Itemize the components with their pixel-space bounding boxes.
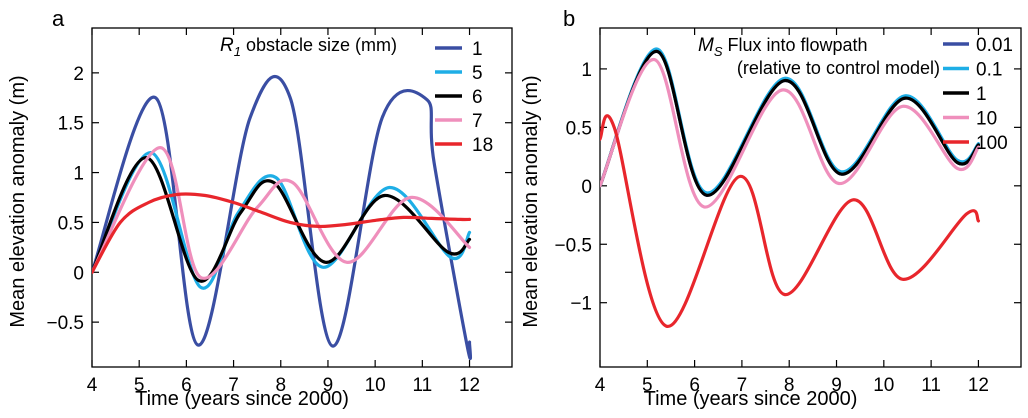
x-tick-label: 10 — [365, 375, 386, 396]
legend-entry-label: 18 — [472, 135, 493, 156]
x-tick-label: 6 — [689, 375, 700, 396]
legend-title-line2: (relative to control model) — [737, 58, 940, 78]
series-group — [92, 74, 473, 361]
y-tick-label: −1 — [570, 294, 592, 315]
y-axis-label: Mean elevation anomaly (m) — [520, 75, 542, 327]
x-tick-label: 8 — [784, 375, 795, 396]
y-tick-label: 1 — [73, 164, 84, 185]
x-tick-label: 4 — [87, 375, 98, 396]
y-tick-label: 1.5 — [58, 114, 84, 135]
x-tick-label: 4 — [595, 375, 606, 396]
legend-title: MS Flux into flowpath — [698, 35, 868, 59]
y-tick-label: 2 — [73, 64, 84, 85]
panel-b: b 4 5 6 7 8 9 10 11 12 −1 −0.5 0 0.5 1 Time (years sinc… — [520, 6, 1022, 410]
x-tick-label: 7 — [737, 375, 748, 396]
axes-frame — [91, 27, 513, 368]
panel-label: b — [563, 6, 575, 31]
legend-entry-label: 5 — [472, 63, 483, 84]
legend-entry-label: 6 — [472, 87, 483, 108]
y-tick-label: −0.5 — [554, 235, 592, 256]
y-tick-label: 0 — [581, 177, 592, 198]
y-tick-label: 0.5 — [58, 213, 84, 234]
legend-entry-label: 0.01 — [976, 35, 1013, 56]
x-axis-label: Time (years since 2000) — [644, 388, 858, 410]
series-line-100 — [600, 114, 980, 328]
series-line-7 — [92, 145, 472, 280]
x-tick-label: 5 — [642, 375, 653, 396]
x-axis-label: Time (years since 2000) — [135, 388, 349, 410]
panel-a: a 4 5 6 7 8 9 10 11 12 −0.5 0 0.5 1 1.5 2 Time (years si… — [7, 6, 513, 410]
series-line-5 — [92, 151, 472, 290]
y-tick-label: 1 — [581, 60, 592, 81]
x-tick-label: 12 — [968, 375, 989, 396]
x-tick-label: 7 — [228, 375, 239, 396]
x-tick-label: 5 — [134, 375, 145, 396]
legend-entry-label: 7 — [472, 111, 483, 132]
x-tick-label: 9 — [831, 375, 842, 396]
series-line-10 — [600, 58, 980, 209]
series-line-1 — [600, 49, 980, 197]
y-tick-label: 0 — [73, 263, 84, 284]
x-tick-label: 8 — [275, 375, 286, 396]
series-line-6 — [92, 156, 472, 283]
axes-frame — [599, 27, 1022, 368]
x-tick-label: 10 — [873, 375, 894, 396]
legend-entry-label: 10 — [976, 109, 997, 130]
panel-label: a — [52, 6, 65, 31]
x-tick-label: 12 — [459, 375, 480, 396]
legend-entry-label: 1 — [472, 39, 483, 60]
legend-entry-label: 100 — [976, 133, 1008, 154]
x-tick-label: 6 — [181, 375, 192, 396]
series-line-18 — [92, 192, 472, 274]
y-tick-label: −0.5 — [46, 313, 84, 334]
legend-entry-label: 1 — [976, 84, 987, 105]
legend-entry-label: 0.1 — [976, 60, 1002, 81]
series-group — [600, 47, 980, 328]
y-axis-label: Mean elevation anomaly (m) — [7, 75, 29, 327]
x-tick-label: 11 — [921, 375, 941, 396]
y-tick-label: 0.5 — [566, 118, 592, 139]
x-tick-label: 9 — [323, 375, 334, 396]
x-tick-label: 11 — [412, 375, 432, 396]
legend-title: R1 obstacle size (mm) — [220, 35, 397, 59]
